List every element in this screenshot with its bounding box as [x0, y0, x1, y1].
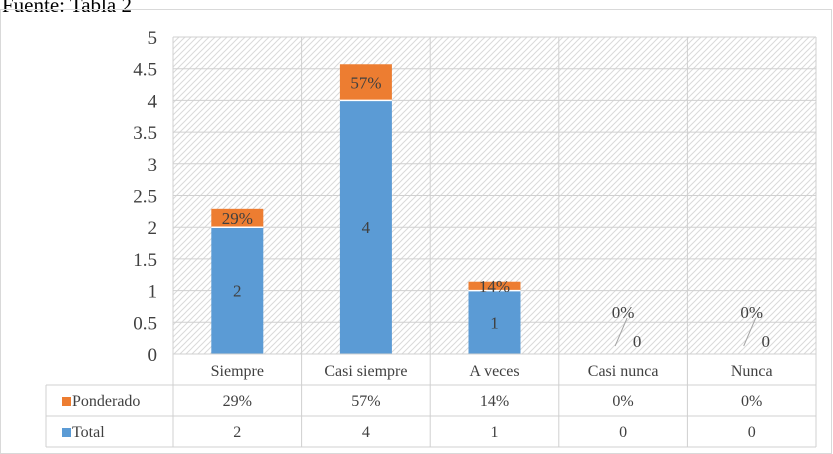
y-tick-label: 0.5: [133, 313, 157, 334]
y-tick-label: 1: [148, 282, 158, 303]
y-tick-label: 2: [148, 218, 158, 239]
bar-ponderado-1: [339, 64, 392, 101]
legend-entry-total: Total: [72, 424, 105, 441]
label-total-1: 4: [362, 218, 371, 237]
y-tick-label: 5: [148, 28, 158, 49]
label-ponderado-4: 0%: [740, 303, 763, 322]
chart-caption: Fuente: Tabla 2: [2, 0, 132, 17]
table-cell: 2: [233, 424, 241, 441]
legend-key-ponderado: [62, 397, 71, 406]
data-table: Siempre Casi siempre A veces Casi nunca Nunc…: [45, 353, 817, 448]
bar-total-0: [211, 227, 264, 354]
table-cell: 0%: [612, 393, 633, 410]
table-cell: 0: [619, 424, 627, 441]
table-cell: 0%: [741, 393, 762, 410]
leader-line-3: [614, 317, 628, 347]
y-tick-label: 4: [148, 91, 158, 112]
table-cell: 1: [491, 424, 499, 441]
bar-total-2: [468, 290, 521, 354]
y-tick-label: 3.5: [133, 123, 157, 144]
x-tick-label-0: Siempre: [211, 363, 264, 380]
y-tick-label: 2.5: [133, 187, 157, 208]
y-tick-label: 1.5: [133, 250, 157, 271]
table-cell: 0: [748, 424, 756, 441]
bar-total-1: [339, 100, 392, 355]
plot-area: 0 0.5 1 1.5 2 2.5 3 3.5 4 4.5 5 2 29% 4 57% 1 14% 0% 0 0% 0: [133, 28, 817, 366]
y-tick-label: 3: [148, 155, 158, 176]
label-total-2: 1: [490, 313, 499, 332]
x-tick-label-2: A veces: [469, 363, 519, 380]
x-tick-label-1: Casi siempre: [324, 363, 407, 380]
x-tick-label-3: Casi nunca: [588, 363, 659, 380]
label-ponderado-1: 57%: [350, 73, 381, 92]
legend-entry-ponderado: Ponderado: [72, 393, 140, 410]
label-ponderado-2: 14%: [479, 277, 510, 296]
label-ponderado-3: 0%: [612, 303, 635, 322]
label-ponderado-0: 29%: [222, 209, 253, 228]
y-tick-label: 0: [148, 345, 158, 366]
bar-ponderado-0: [211, 208, 264, 228]
label-total-3: 0: [633, 332, 642, 351]
legend-key-total: [62, 428, 71, 437]
leader-line-4: [743, 317, 757, 347]
table-cell: 4: [362, 424, 370, 441]
table-cell: 14%: [480, 393, 509, 410]
label-total-4: 0: [761, 332, 770, 351]
y-tick-label: 4.5: [133, 60, 157, 81]
table-cell: 57%: [351, 393, 380, 410]
table-cell: 29%: [223, 393, 252, 410]
x-tick-label-4: Nunca: [731, 363, 773, 380]
bar-ponderado-2: [468, 281, 521, 291]
label-total-0: 2: [233, 282, 242, 301]
